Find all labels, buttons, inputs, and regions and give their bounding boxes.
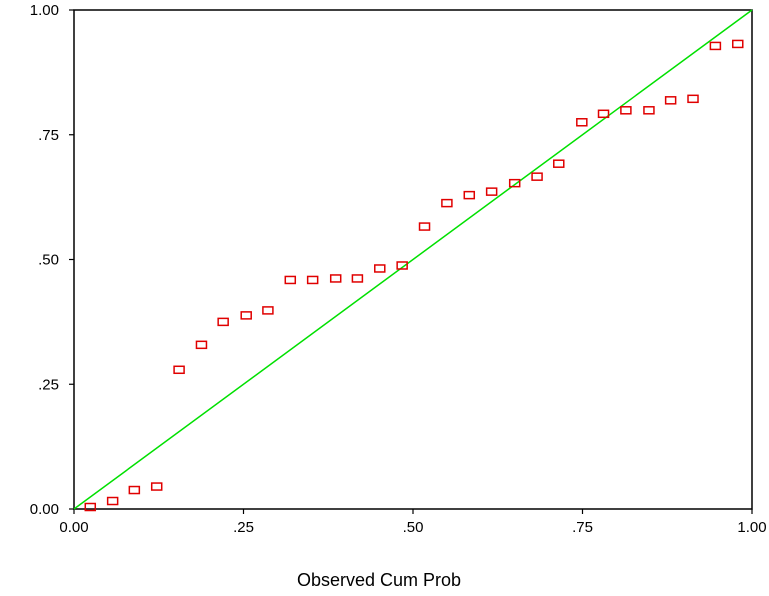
data-point: [418, 222, 431, 231]
data-point: [508, 178, 521, 188]
data-point: [553, 159, 565, 168]
data-point: [150, 482, 163, 491]
data-point: [262, 306, 274, 315]
data-point: [128, 485, 141, 495]
x-tick-label: .50: [403, 519, 424, 536]
data-point: [173, 365, 185, 375]
data-point: [217, 317, 229, 327]
data-point: [195, 340, 208, 350]
data-point: [396, 261, 408, 270]
x-tick-label: .25: [233, 519, 254, 536]
series-layer: [73, 9, 753, 512]
x-axis-title: Observed Cum Prob: [297, 570, 461, 590]
reference-line: [73, 9, 753, 510]
x-tick-label: .75: [572, 519, 593, 536]
x-tick-label: 1.00: [737, 519, 766, 536]
axis-ticks: [69, 9, 753, 514]
data-point: [284, 275, 297, 285]
data-point: [597, 109, 610, 119]
data-point: [643, 106, 655, 115]
axis-tick-labels: 0.000.00 .25 .25 .50 .50 .75 .75 1.00 1.00: [30, 2, 767, 536]
y-tick-label: .50: [38, 252, 59, 269]
data-point: [84, 502, 97, 512]
data-point: [329, 274, 342, 283]
y-tick-label: 0.00: [30, 501, 59, 518]
data-point: [531, 172, 543, 181]
data-point: [687, 94, 699, 104]
data-point: [664, 96, 677, 105]
data-point: [306, 275, 319, 285]
data-point: [620, 106, 632, 115]
data-point: [351, 274, 364, 283]
y-tick-label: .75: [38, 127, 59, 144]
data-point: [441, 198, 453, 208]
data-point: [485, 187, 498, 196]
data-point: [576, 118, 588, 127]
y-tick-label: .25: [38, 376, 59, 393]
data-point: [732, 39, 744, 49]
data-point: [240, 311, 252, 320]
y-tick-label: 1.00: [30, 2, 59, 19]
data-point: [106, 496, 119, 506]
data-point: [709, 41, 722, 51]
x-tick-label: 0.00: [59, 519, 88, 536]
data-point: [463, 190, 476, 200]
data-point: [374, 264, 386, 273]
